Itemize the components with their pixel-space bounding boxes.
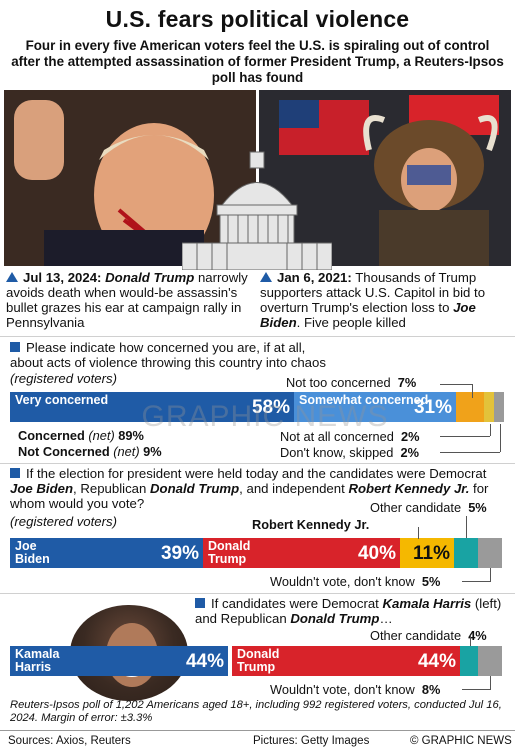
square-marker-icon xyxy=(10,342,20,352)
seg-not-at-all-concerned xyxy=(484,392,494,422)
divider xyxy=(0,463,515,464)
label-wouldnt-vote-q3: Wouldn't vote, don't know 8% xyxy=(270,682,441,697)
label-kennedy: Robert Kennedy Jr. xyxy=(252,517,370,532)
event-text: narrowly avoids death when would-be assa… xyxy=(6,270,248,330)
event-person: Joe Biden xyxy=(260,300,476,330)
footer: Sources: Axios, Reuters Pictures: Getty … xyxy=(0,730,515,752)
seg-wouldnt-vote-q3 xyxy=(478,646,502,676)
net-concerned: Concerned (net) 89% xyxy=(18,428,144,443)
footer-pictures: Pictures: Getty Images xyxy=(253,735,370,747)
q1-bar: Very concerned 58% Somewhat concerned 31% xyxy=(10,392,504,422)
seg-other xyxy=(454,538,478,568)
q1-question: Please indicate how concerned you are, i… xyxy=(10,340,326,370)
page-title: U.S. fears political violence xyxy=(105,6,410,32)
seg-other-q3 xyxy=(460,646,478,676)
capitol-riot-photo xyxy=(259,90,511,266)
page-subtitle: Four in every five American voters feel … xyxy=(11,38,504,85)
label-not-at-all-concerned: Not at all concerned 2% xyxy=(280,429,420,444)
label-other-candidate-q3: Other candidate 4% xyxy=(370,628,487,643)
footer-sources: Sources: Axios, Reuters xyxy=(8,735,131,747)
label-other-candidate: Other candidate 5% xyxy=(370,500,487,515)
label-wouldnt-vote: Wouldn't vote, don't know 5% xyxy=(270,574,441,589)
seg-not-too-concerned xyxy=(456,392,484,422)
seg-kennedy: 11% xyxy=(400,538,454,568)
q3-question: If candidates were Democrat Kamala Harri… xyxy=(195,596,502,626)
square-marker-icon xyxy=(10,468,20,478)
triangle-marker-icon xyxy=(6,272,18,282)
net-not-concerned: Not Concerned (net) 9% xyxy=(18,444,162,459)
square-marker-icon xyxy=(195,598,205,608)
divider xyxy=(0,336,515,337)
q2-bar: Joe Biden 39% Donald Trump 40% 11% xyxy=(10,538,502,568)
seg-biden: Joe Biden 39% xyxy=(10,538,203,568)
q1-note: (registered voters) xyxy=(10,371,118,386)
q3-bar: Kamala Harris 44% Donald Trump 44% xyxy=(10,646,502,676)
seg-harris: Kamala Harris 44% xyxy=(10,646,228,676)
label-dont-know-skipped: Don't know, skipped 2% xyxy=(280,445,420,460)
q2-question: If the election for president were held … xyxy=(10,466,489,511)
seg-trump: Donald Trump 40% xyxy=(203,538,400,568)
event-date: Jul 13, 2024: xyxy=(23,270,102,285)
label-not-too-concerned: Not too concerned 7% xyxy=(286,375,417,390)
event-jul13-caption: Jul 13, 2024: Donald Trump narrowly avoi… xyxy=(6,270,254,330)
footer-credit: © GRAPHIC NEWS xyxy=(410,735,512,747)
seg-wouldnt-vote xyxy=(478,538,502,568)
event-jan6-caption: Jan 6, 2021: Thousands of Trump supporte… xyxy=(260,270,510,330)
divider xyxy=(0,593,515,594)
seg-dont-know xyxy=(494,392,504,422)
seg-very-concerned: Very concerned 58% xyxy=(10,392,294,422)
event-text: Thousands of Trump supporters attack U.S… xyxy=(260,270,486,315)
triangle-marker-icon xyxy=(260,272,272,282)
seg-trump-q3: Donald Trump 44% xyxy=(232,646,460,676)
capitol-dome-icon xyxy=(181,150,333,271)
event-person: Donald Trump xyxy=(105,270,195,285)
event-text-end: . Five people killed xyxy=(296,315,406,330)
methodology-note: Reuters-Ipsos poll of 1,202 Americans ag… xyxy=(10,699,502,724)
event-date: Jan 6, 2021: xyxy=(277,270,352,285)
trump-photo xyxy=(4,90,256,266)
seg-somewhat-concerned: Somewhat concerned 31% xyxy=(294,392,456,422)
q2-note: (registered voters) xyxy=(10,514,118,529)
